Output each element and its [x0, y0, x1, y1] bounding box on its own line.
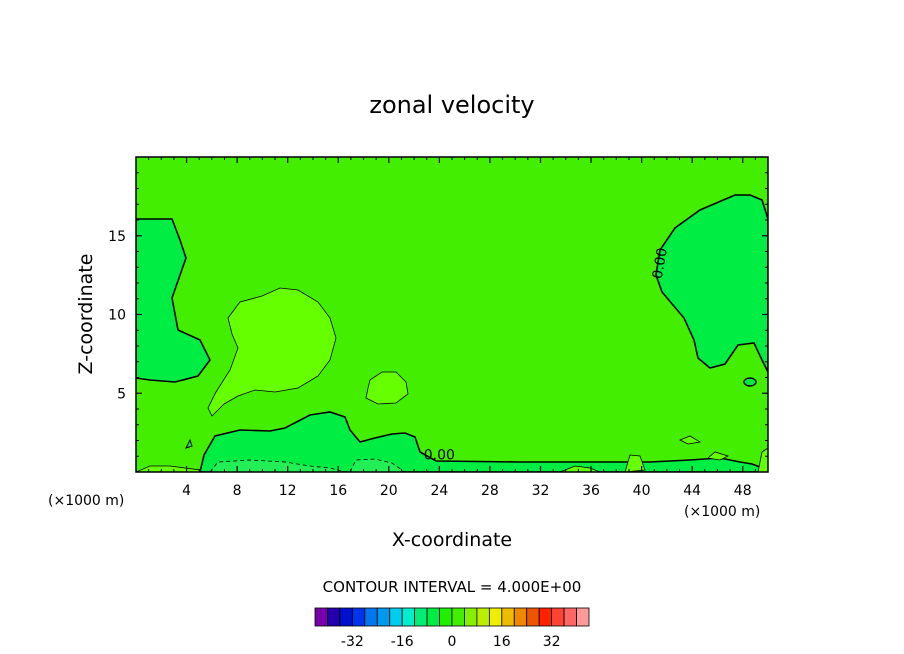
y-axis-label: Z-coordinate — [75, 254, 97, 375]
colorbar-tick-label: -16 — [391, 634, 414, 650]
colorbar-cell — [339, 607, 353, 627]
colorbar-cell — [551, 607, 565, 627]
y-tick-label: 10 — [108, 308, 126, 324]
contour-small-loop — [743, 377, 757, 387]
colorbar-cell — [513, 607, 528, 627]
y-tick-label: 15 — [108, 229, 126, 245]
x-tick-label: 28 — [481, 483, 499, 499]
contour-region-right-negative — [655, 194, 768, 373]
colorbar-cell — [376, 607, 391, 627]
x-tick-label: 36 — [582, 483, 600, 499]
x-tick-label: 48 — [734, 483, 752, 499]
contour-label: 0.00 — [424, 447, 455, 463]
contour-bottom-edge-e — [707, 451, 730, 461]
contour-region-bottom-dashed-2 — [349, 458, 405, 472]
colorbar-cell — [526, 607, 540, 627]
y-tick-label: 5 — [117, 386, 126, 402]
colorbar-cell — [464, 607, 478, 627]
x-tick-label: 12 — [279, 483, 297, 499]
colorbar-tick-label: 0 — [448, 634, 457, 650]
contour-label: 0.00 — [650, 247, 671, 280]
colorbar-cell — [401, 607, 416, 627]
contour-region-left-negative — [136, 218, 211, 383]
colorbar-cell — [451, 607, 465, 627]
contour-bottom-edge-a — [136, 465, 201, 472]
contour-interval-note: CONTOUR INTERVAL = 4.000E+00 — [323, 578, 582, 596]
x-tick-label: 24 — [430, 483, 448, 499]
colorbar-cell — [538, 607, 553, 627]
colorbar-cell — [576, 607, 590, 627]
x-axis: 4 8 12 16 20 24 28 32 36 40 44 48 — [148, 157, 756, 499]
colorbar-tick-label: 16 — [493, 634, 511, 650]
contour-region-bottom-negative — [199, 411, 768, 472]
colorbar-cell — [364, 607, 378, 627]
colorbar-cell — [426, 607, 440, 627]
contour-bottom-edge-d — [679, 435, 702, 445]
colorbar-cell — [351, 607, 366, 627]
colorbar-tick-label: 32 — [543, 634, 561, 650]
x-tick-label: 8 — [233, 483, 242, 499]
colorbar-cell — [389, 607, 403, 627]
colorbar-cell — [314, 607, 328, 627]
contour-small-loop-2 — [185, 438, 193, 449]
x-tick-label: 44 — [683, 483, 701, 499]
contour-region-bottom-dashed — [209, 459, 346, 472]
x-tick-label: 32 — [532, 483, 550, 499]
colorbar-cell — [476, 607, 490, 627]
colorbar-tick-label: -32 — [341, 634, 364, 650]
contour-region-center-positive — [207, 287, 337, 417]
contour-bottom-edge-c — [624, 454, 646, 472]
colorbar-cell — [439, 607, 453, 627]
x-axis-unit-left: (×1000 m) — [48, 493, 124, 509]
contour-bottom-edge-f — [757, 447, 768, 472]
x-tick-label: 20 — [380, 483, 398, 499]
colorbar: -32 -16 0 16 32 — [314, 607, 590, 650]
x-axis-unit-right: (×1000 m) — [684, 504, 760, 520]
colorbar-cell — [414, 607, 428, 627]
colorbar-cell — [327, 607, 341, 627]
colorbar-cell — [563, 607, 577, 627]
contour-bottom-edge-b — [559, 465, 601, 472]
x-tick-label: 4 — [182, 483, 191, 499]
x-tick-label: 16 — [329, 483, 347, 499]
x-tick-label: 40 — [633, 483, 651, 499]
contour-region-small-positive — [365, 371, 409, 405]
x-axis-label: X-coordinate — [392, 529, 512, 551]
colorbar-cell — [488, 607, 503, 627]
y-axis: 5 10 15 — [108, 172, 768, 457]
chart-title: zonal velocity — [369, 91, 534, 119]
colorbar-cell — [501, 607, 515, 627]
